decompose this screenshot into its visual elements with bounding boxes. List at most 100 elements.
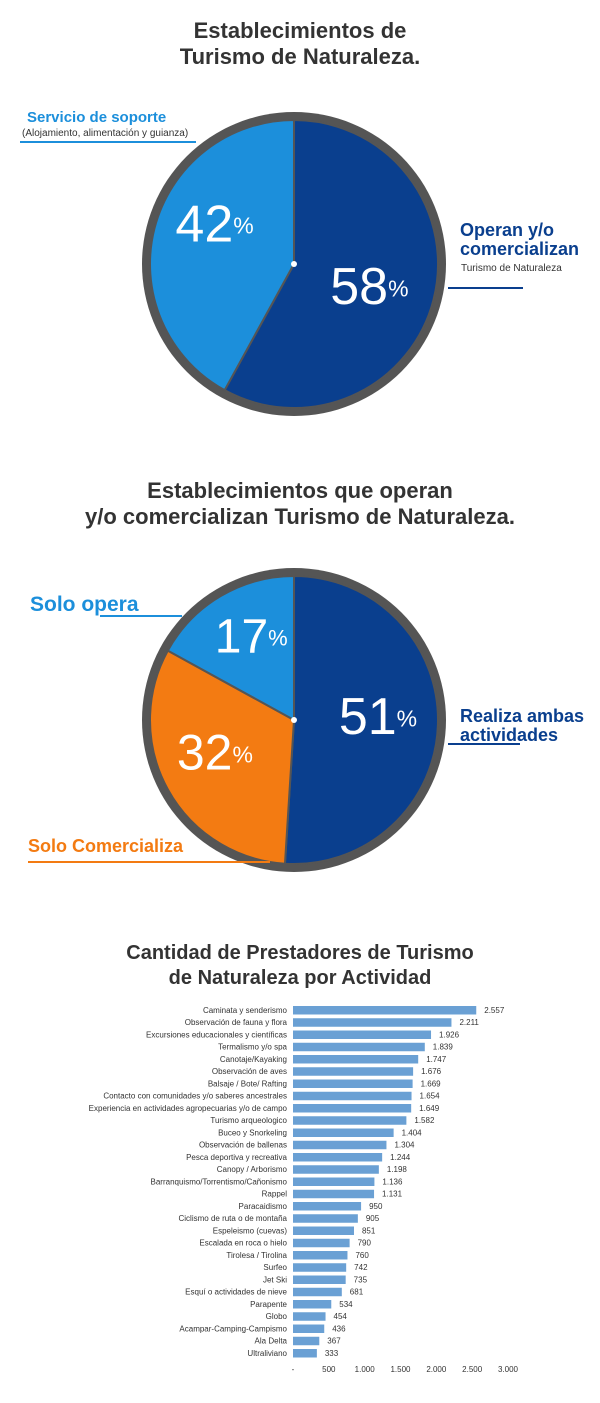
bar-paracaidismo [293, 1202, 362, 1211]
chart1-title-line1: Establecimientos de [193, 18, 407, 43]
pie1-slice-servicio-de-soporte [149, 118, 295, 392]
bar-observacion-de-aves [293, 1067, 414, 1076]
pie2-slice-realiza-ambas-actividades [283, 574, 439, 865]
value-label-ultraliviano: 333 [325, 1349, 339, 1358]
bar-canotaje-kayaking [293, 1055, 419, 1064]
category-label-caminata-y-senderismo: Caminata y senderismo [203, 1006, 288, 1015]
bar-tirolesa-tirolina [293, 1251, 348, 1260]
pie2-center-dot [291, 717, 297, 723]
category-label-paracaidismo: Paracaidismo [239, 1202, 288, 1211]
chart1-title: Establecimientos de Turismo de Naturalez… [0, 18, 600, 70]
value-label-rappel: 1.131 [382, 1190, 403, 1199]
category-label-contacto-con-comunidades-y-o-saberes-ancestrales: Contacto con comunidades y/o saberes anc… [103, 1092, 287, 1101]
value-label-jet-ski: 735 [354, 1275, 368, 1284]
bar-experiencia-en-actividades-agropecuarias-y-o-de-campo [293, 1104, 412, 1113]
bar-escalada-en-roca-o-hielo [293, 1238, 350, 1248]
pie2-slice-solo-opera [166, 574, 295, 722]
category-label-parapente: Parapente [250, 1300, 287, 1309]
chart2-title-line1: Establecimientos que operan [147, 478, 453, 503]
pie2-label-ambas-line1: Realiza ambas [460, 706, 585, 726]
pie2-label-solo-opera: Solo opera [30, 593, 139, 616]
pie2-label-ambas-line2: actividades [460, 724, 559, 745]
value-label-canopy-arborismo: 1.198 [387, 1165, 408, 1174]
category-label-ala-delta: Ala Delta [255, 1337, 288, 1346]
value-label-canotaje-kayaking: 1.747 [426, 1055, 447, 1064]
chart2-title: Establecimientos que operan y/o comercia… [0, 478, 600, 530]
category-label-rappel: Rappel [262, 1190, 288, 1199]
category-label-pesca-deportiva-y-recreativa: Pesca deportiva y recreativa [186, 1153, 287, 1162]
category-label-espeleismo-cuevas: Espeleismo (cuevas) [213, 1226, 288, 1235]
category-label-barranquismo-torrentismo-canonismo: Barranquismo/Torrentismo/Cañonismo [151, 1177, 288, 1186]
bar-ultraliviano [293, 1349, 317, 1358]
x-tick-label-1000: 1.000 [355, 1365, 376, 1374]
category-label-balsaje-bote-rafting: Balsaje / Bote/ Rafting [208, 1079, 287, 1088]
pie1-slice-operan-y-o-comercializan [223, 118, 439, 409]
category-label-ciclismo-de-ruta-o-de-montana: Ciclismo de ruta o de montaña [179, 1214, 288, 1223]
bar-espeleismo-cuevas [293, 1226, 354, 1235]
category-label-tirolesa-tirolina: Tirolesa / Tirolina [226, 1251, 287, 1260]
value-label-esqui-o-actividades-de-nieve: 681 [350, 1288, 364, 1297]
value-label-balsaje-bote-rafting: 1.669 [421, 1079, 442, 1088]
pie1-sublabel-soporte: (Alojamiento, alimentación y guianza) [22, 128, 189, 139]
category-label-escalada-en-roca-o-hielo: Escalada en roca o hielo [199, 1239, 287, 1248]
chart3-title-line2: de Naturaleza por Actividad [168, 967, 432, 989]
bar-observacion-de-fauna-y-flora [293, 1018, 452, 1027]
category-label-globo: Globo [266, 1312, 288, 1321]
bar-globo [293, 1312, 326, 1321]
pie-chart-operan-comercializan: 51%32%17% [28, 568, 520, 872]
x-tick-label-2000: 2.000 [426, 1365, 447, 1374]
value-label-excursiones-educacionales-y-cientificas: 1.926 [439, 1030, 460, 1039]
bar-excursiones-educacionales-y-cientificas [293, 1030, 432, 1039]
value-label-surfeo: 742 [354, 1263, 368, 1272]
value-label-contacto-con-comunidades-y-o-saberes-ancestrales: 1.654 [420, 1092, 441, 1101]
x-tick-label-2500: 2.500 [462, 1365, 483, 1374]
value-label-pesca-deportiva-y-recreativa: 1.244 [390, 1153, 411, 1162]
bar-ciclismo-de-ruta-o-de-montana [293, 1214, 358, 1223]
pie-chart-establecimientos: 58%42% [20, 112, 523, 416]
chart3-title-line1: Cantidad de Prestadores de Turismo [126, 942, 474, 964]
value-label-ciclismo-de-ruta-o-de-montana: 905 [366, 1214, 380, 1223]
category-label-jet-ski: Jet Ski [263, 1275, 287, 1284]
bar-esqui-o-actividades-de-nieve [293, 1287, 342, 1297]
bar-canopy-arborismo [293, 1165, 379, 1174]
pie2-slice-solo-comercializa [149, 649, 296, 865]
category-label-canotaje-kayaking: Canotaje/Kayaking [220, 1055, 287, 1064]
bar-acampar-camping-campismo [293, 1324, 325, 1333]
value-label-turismo-arqueologico: 1.582 [414, 1116, 435, 1125]
category-label-esqui-o-actividades-de-nieve: Esquí o actividades de nieve [185, 1288, 287, 1297]
category-label-observacion-de-fauna-y-flora: Observación de fauna y flora [185, 1018, 288, 1027]
value-label-termalismo-y-o-spa: 1.839 [433, 1043, 454, 1052]
category-label-excursiones-educacionales-y-cientificas: Excursiones educacionales y científicas [146, 1030, 287, 1039]
bar-parapente [293, 1300, 332, 1309]
pie2-label-solo-comercializa: Solo Comercializa [28, 836, 184, 856]
pie1-label-operan-line2: comercializan [460, 238, 580, 259]
bar-barranquismo-torrentismo-canonismo [293, 1177, 375, 1186]
value-label-ala-delta: 367 [327, 1337, 341, 1346]
x-tick-label-3000: 3.000 [498, 1365, 519, 1374]
pie1-label-operan: Operan y/o comercializan [460, 221, 579, 259]
value-label-tirolesa-tirolina: 760 [355, 1251, 369, 1260]
bar-rappel [293, 1189, 375, 1199]
pie1-sublabel-operan: Turismo de Naturaleza [461, 263, 562, 274]
category-label-buceo-y-snorkeling: Buceo y Snorkeling [218, 1128, 287, 1137]
pie1-label-soporte: Servicio de soporte [27, 109, 167, 126]
category-label-surfeo: Surfeo [263, 1263, 287, 1272]
x-tick-label-0: - [292, 1365, 295, 1374]
value-label-experiencia-en-actividades-agropecuarias-y-o-de-campo: 1.649 [419, 1104, 440, 1113]
value-label-paracaidismo: 950 [369, 1202, 383, 1211]
x-tick-label-1500: 1.500 [390, 1365, 411, 1374]
pie1-center-dot [291, 261, 297, 267]
category-label-termalismo-y-o-spa: Termalismo y/o spa [218, 1043, 287, 1052]
pie2-label-ambas: Realiza ambas actividades [460, 707, 584, 745]
bar-jet-ski [293, 1275, 346, 1284]
bar-observacion-de-ballenas [293, 1140, 387, 1150]
x-tick-label-500: 500 [322, 1365, 336, 1374]
bar-pesca-deportiva-y-recreativa [293, 1153, 383, 1162]
value-label-buceo-y-snorkeling: 1.404 [402, 1128, 423, 1137]
chart2-title-line2: y/o comercializan Turismo de Naturaleza. [85, 504, 515, 529]
category-label-observacion-de-ballenas: Observación de ballenas [199, 1141, 287, 1150]
value-label-observacion-de-ballenas: 1.304 [394, 1141, 415, 1150]
category-label-experiencia-en-actividades-agropecuarias-y-o-de-campo: Experiencia en actividades agropecuarias… [89, 1104, 288, 1113]
category-label-acampar-camping-campismo: Acampar-Camping-Campismo [179, 1324, 287, 1333]
value-label-observacion-de-aves: 1.676 [421, 1067, 442, 1076]
